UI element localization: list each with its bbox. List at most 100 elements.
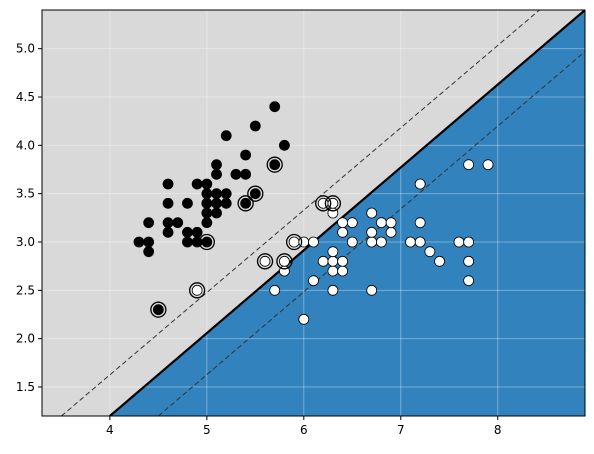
data-point-class-1 <box>279 255 290 267</box>
data-point-class-1 <box>298 313 310 325</box>
y-tick-label: 4.0 <box>16 138 35 152</box>
data-point-class-1 <box>375 236 387 248</box>
data-point-class-1 <box>463 255 475 267</box>
data-point-class-0 <box>172 217 184 229</box>
data-point-class-0 <box>162 217 174 229</box>
data-point-class-0 <box>133 236 145 248</box>
data-point-class-1 <box>375 217 387 229</box>
data-point-class-0 <box>143 246 155 258</box>
y-tick-label: 3.0 <box>16 235 35 249</box>
data-point-class-0 <box>191 178 203 190</box>
data-point-class-1 <box>327 284 339 296</box>
x-tick-label: 5 <box>203 423 211 437</box>
x-tick-label: 4 <box>106 423 114 437</box>
support-vector-marker <box>237 195 254 212</box>
data-point-class-1 <box>337 265 348 277</box>
data-point-class-0 <box>269 101 281 113</box>
support-vector-marker <box>266 156 283 173</box>
data-point-class-0 <box>249 120 261 132</box>
data-point-class-1 <box>434 255 445 267</box>
x-tick-label: 7 <box>397 423 405 437</box>
data-point-class-1 <box>259 255 271 267</box>
support-vector-marker <box>276 253 293 270</box>
data-point-class-1 <box>346 236 358 248</box>
data-point-class-1 <box>366 207 378 219</box>
data-point-class-0 <box>201 188 213 200</box>
x-tick-label: 6 <box>300 423 308 437</box>
data-point-class-1 <box>308 275 319 287</box>
data-point-class-0 <box>240 197 252 209</box>
data-point-class-0 <box>269 159 281 171</box>
data-point-class-0 <box>143 236 155 248</box>
data-point-class-1 <box>366 284 378 296</box>
data-point-class-1 <box>346 217 358 229</box>
data-point-class-1 <box>288 236 300 248</box>
data-point-class-1 <box>308 236 319 248</box>
data-point-class-0 <box>201 207 213 219</box>
y-tick-label: 2.0 <box>16 332 35 346</box>
data-point-class-0 <box>182 226 193 238</box>
support-vector-marker <box>247 185 264 202</box>
y-axis: 1.5 2.0 2.5 3.0 3.5 4.0 4.5 5.0 <box>16 42 42 394</box>
data-point-class-1 <box>327 265 339 277</box>
data-point-class-1 <box>337 217 348 229</box>
data-point-class-1 <box>424 246 436 258</box>
boundary-line <box>109 10 585 416</box>
data-point-class-1 <box>366 236 378 248</box>
data-point-class-0 <box>162 226 174 238</box>
data-point-class-0 <box>211 188 222 200</box>
data-point-class-1 <box>191 284 203 296</box>
support-vectors <box>150 156 342 318</box>
data-point-class-0 <box>191 226 203 238</box>
data-point-class-0 <box>240 168 252 180</box>
data-point-class-1 <box>337 226 348 238</box>
data-point-class-0 <box>230 168 242 180</box>
data-point-class-0 <box>211 159 222 171</box>
data-point-class-0 <box>211 197 222 209</box>
data-point-class-0 <box>201 197 213 209</box>
data-point-class-0 <box>220 130 232 142</box>
support-vector-marker <box>315 195 332 212</box>
margin-line-upper <box>61 10 541 416</box>
data-point-class-1 <box>463 236 475 248</box>
x-tick-label: 8 <box>494 423 502 437</box>
data-point-class-0 <box>220 188 232 200</box>
support-vector-marker <box>285 233 303 251</box>
y-tick-label: 1.5 <box>16 380 35 394</box>
data-point-class-0 <box>211 168 222 180</box>
data-point-class-0 <box>152 304 164 316</box>
data-point-class-1 <box>269 284 281 296</box>
y-tick-label: 2.5 <box>16 283 35 297</box>
y-tick-label: 5.0 <box>16 42 35 56</box>
data-point-class-0 <box>249 188 261 200</box>
data-point-class-1 <box>463 275 475 287</box>
data-point-class-1 <box>385 217 397 229</box>
data-point-class-0 <box>201 236 213 248</box>
data-point-class-1 <box>327 255 339 267</box>
data-point-class-1 <box>317 255 329 267</box>
data-point-class-1 <box>482 159 494 171</box>
data-point-class-0 <box>182 197 193 209</box>
data-point-class-1 <box>366 226 378 238</box>
data-point-class-0 <box>211 207 222 219</box>
data-point-class-0 <box>162 178 174 190</box>
data-point-class-0 <box>143 217 155 229</box>
data-points <box>133 101 494 325</box>
data-point-class-0 <box>201 217 213 229</box>
data-point-class-1 <box>327 246 339 258</box>
y-tick-label: 3.5 <box>16 187 35 201</box>
data-point-class-0 <box>220 197 232 209</box>
data-point-class-1 <box>453 236 465 248</box>
data-point-class-1 <box>385 226 397 238</box>
support-vector-marker <box>150 301 167 318</box>
data-point-class-1 <box>405 236 416 248</box>
data-point-class-0 <box>201 178 213 190</box>
y-tick-label: 4.5 <box>16 90 35 104</box>
axes-frame <box>41 9 586 417</box>
data-point-class-1 <box>414 236 426 248</box>
data-point-class-1 <box>414 178 426 190</box>
data-point-class-0 <box>182 236 193 248</box>
data-point-class-1 <box>463 159 475 171</box>
data-point-class-0 <box>279 139 290 151</box>
